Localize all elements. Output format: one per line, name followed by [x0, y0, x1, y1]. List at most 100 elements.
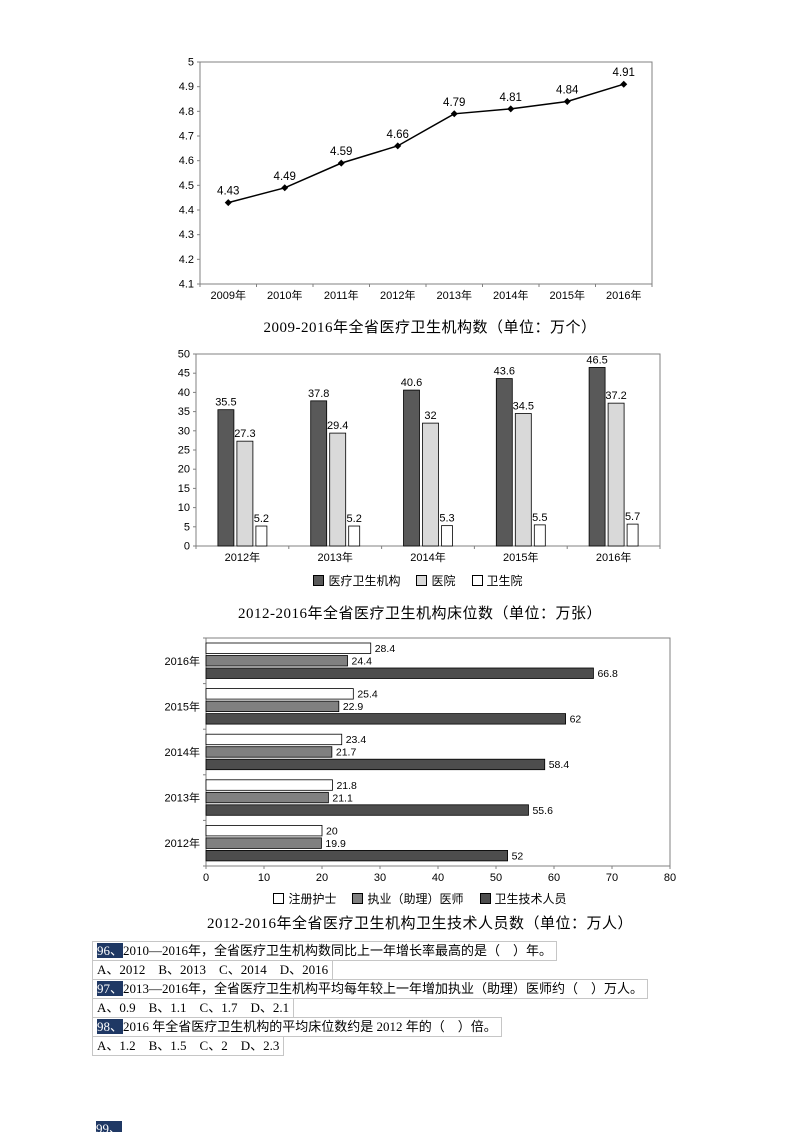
svg-text:20: 20 — [178, 464, 190, 476]
svg-text:4.7: 4.7 — [179, 131, 194, 143]
svg-text:0: 0 — [184, 541, 190, 553]
question-98-text: 2016 年全省医疗卫生机构的平均床位数约是 2012 年的（ ）倍。 — [123, 1019, 497, 1034]
svg-text:5.2: 5.2 — [254, 513, 269, 525]
svg-text:27.3: 27.3 — [234, 428, 255, 440]
svg-text:2013年: 2013年 — [165, 791, 200, 805]
question-98-text-row: 98、2016 年全省医疗卫生机构的平均床位数约是 2012 年的（ ）倍。 — [92, 1017, 502, 1037]
legend-item: 卫生院 — [471, 572, 523, 589]
svg-text:4.49: 4.49 — [274, 171, 296, 183]
svg-text:4.79: 4.79 — [443, 97, 465, 109]
svg-text:2012年: 2012年 — [165, 836, 200, 850]
svg-text:4.9: 4.9 — [179, 81, 194, 93]
svg-text:2014年: 2014年 — [410, 550, 445, 564]
svg-text:2013年: 2013年 — [317, 550, 352, 564]
svg-text:32: 32 — [424, 410, 436, 422]
svg-text:5.7: 5.7 — [625, 511, 640, 523]
svg-text:25: 25 — [178, 445, 190, 457]
svg-text:4.43: 4.43 — [217, 186, 239, 198]
line-chart-title: 2009-2016年全省医疗卫生机构数（单位：万个） — [263, 320, 597, 336]
bar-chart-title: 2012-2016年全省医疗卫生机构床位数（单位：万张） — [238, 606, 602, 622]
svg-text:2012年: 2012年 — [225, 550, 260, 564]
svg-text:21.1: 21.1 — [332, 792, 353, 804]
svg-text:62: 62 — [570, 714, 582, 726]
svg-text:55.6: 55.6 — [532, 805, 553, 817]
svg-text:2014年: 2014年 — [493, 288, 528, 302]
question-96-options-row: A、2012 B、2013 C、2014 D、2016 — [92, 960, 334, 980]
svg-text:60: 60 — [548, 872, 560, 884]
svg-text:70: 70 — [606, 872, 618, 884]
questions-section: 96、2010—2016年，全省医疗卫生机构数同比上一年增长率最高的是（ ）年。… — [92, 941, 649, 1056]
legend-item: 执业（助理）医师 — [352, 890, 464, 907]
svg-text:66.8: 66.8 — [597, 668, 618, 680]
svg-text:10: 10 — [258, 872, 270, 884]
svg-text:15: 15 — [178, 483, 190, 495]
svg-text:28.4: 28.4 — [375, 643, 396, 655]
svg-text:2010年: 2010年 — [267, 288, 302, 302]
svg-text:46.5: 46.5 — [586, 354, 607, 366]
svg-text:22.9: 22.9 — [343, 701, 364, 713]
legend-swatch-hospitals — [416, 575, 428, 586]
svg-text:20: 20 — [326, 825, 338, 837]
hospital-beds-bar-chart: 0 5 10 15 20 25 30 35 40 45 50 2012年 35.5 27.3 5.2 2013… — [178, 349, 661, 564]
svg-text:29.4: 29.4 — [327, 420, 348, 432]
svg-text:45: 45 — [178, 368, 190, 380]
legend-swatch-institutions — [313, 575, 325, 586]
svg-text:35: 35 — [178, 406, 190, 418]
question-96-text-row: 96、2010—2016年，全省医疗卫生机构数同比上一年增长率最高的是（ ）年。 — [92, 941, 558, 961]
svg-text:4.81: 4.81 — [500, 92, 522, 104]
svg-text:5.3: 5.3 — [439, 513, 454, 525]
svg-text:30: 30 — [374, 872, 386, 884]
svg-text:5.2: 5.2 — [347, 513, 362, 525]
legend-label: 卫生技术人员 — [494, 892, 567, 906]
hbar-chart-legend: 注册护士 执业（助理）医师 卫生技术人员 — [160, 890, 680, 907]
svg-text:2011年: 2011年 — [324, 288, 359, 302]
svg-text:2016年: 2016年 — [596, 550, 631, 564]
svg-text:2013年: 2013年 — [437, 288, 472, 302]
svg-text:4.5: 4.5 — [179, 180, 194, 192]
svg-text:21.7: 21.7 — [336, 747, 357, 759]
question-99-number: 99、 — [96, 1121, 123, 1132]
question-96-number: 96、 — [97, 943, 124, 958]
hbar-chart-title: 2012-2016年全省医疗卫生机构卫生技术人员数（单位：万人） — [207, 916, 633, 932]
svg-text:2015年: 2015年 — [165, 699, 200, 713]
svg-text:4.84: 4.84 — [556, 84, 579, 96]
svg-text:5: 5 — [184, 521, 190, 533]
svg-text:80: 80 — [664, 872, 676, 884]
svg-text:4.59: 4.59 — [330, 146, 352, 158]
svg-text:0: 0 — [203, 872, 209, 884]
legend-label: 医疗卫生机构 — [328, 574, 401, 588]
svg-text:4.3: 4.3 — [179, 229, 194, 241]
legend-item: 医院 — [416, 572, 456, 589]
svg-text:2014年: 2014年 — [165, 745, 200, 759]
svg-text:4.66: 4.66 — [387, 129, 409, 141]
legend-swatch-nurses — [273, 893, 285, 904]
svg-text:5: 5 — [188, 57, 194, 69]
svg-text:4.1: 4.1 — [179, 279, 194, 291]
legend-swatch-physicians — [352, 893, 364, 904]
svg-text:58.4: 58.4 — [549, 759, 570, 771]
svg-text:40: 40 — [178, 387, 190, 399]
legend-label: 执业（助理）医师 — [367, 892, 464, 906]
svg-text:50: 50 — [490, 872, 502, 884]
svg-text:2015年: 2015年 — [550, 288, 585, 302]
legend-item: 医疗卫生机构 — [313, 572, 400, 589]
svg-text:37.8: 37.8 — [308, 388, 329, 400]
svg-text:21.8: 21.8 — [336, 780, 357, 792]
svg-text:52: 52 — [512, 850, 524, 862]
svg-text:10: 10 — [178, 502, 190, 514]
svg-text:40.6: 40.6 — [401, 377, 422, 389]
svg-text:35.5: 35.5 — [215, 397, 236, 409]
svg-text:4.8: 4.8 — [179, 106, 194, 118]
legend-label: 注册护士 — [288, 892, 337, 906]
health-personnel-hbar-chart: 0 10 20 30 40 50 60 70 80 2016年 28.424.4 66.8 2015年 2… — [165, 637, 676, 884]
question-97-text-row: 97、2013—2016年，全省医疗卫生机构平均每年较上一年增加执业（助理）医师… — [92, 979, 649, 999]
legend-label: 医院 — [431, 574, 456, 588]
svg-text:5.5: 5.5 — [532, 512, 547, 524]
question-97-number: 97、 — [97, 981, 124, 996]
svg-text:43.6: 43.6 — [494, 366, 515, 378]
svg-text:24.4: 24.4 — [352, 656, 373, 668]
question-97-options-row: A、0.9 B、1.1 C、1.7 D、2.1 — [92, 998, 295, 1018]
svg-text:25.4: 25.4 — [357, 689, 378, 701]
bar-chart-legend: 医疗卫生机构 医院 卫生院 — [168, 572, 668, 589]
svg-text:4.6: 4.6 — [179, 155, 194, 167]
